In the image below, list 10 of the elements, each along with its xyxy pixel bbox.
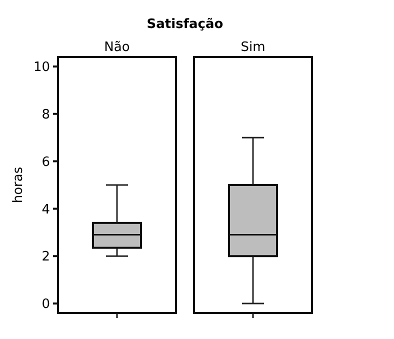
y-tick-label: 4: [42, 202, 50, 218]
x-tick-label: Sim: [240, 40, 266, 55]
y-tick-label: 0: [42, 297, 50, 312]
y-tick-label: 2: [42, 250, 50, 265]
y-tick-label: 8: [42, 107, 50, 122]
y-tick-label: 10: [33, 60, 50, 76]
chart-title: Satisfação: [146, 17, 224, 32]
y-axis-title: horas: [11, 166, 26, 204]
y-tick-label: 6: [42, 154, 50, 170]
x-tick-label: Não: [104, 40, 130, 55]
